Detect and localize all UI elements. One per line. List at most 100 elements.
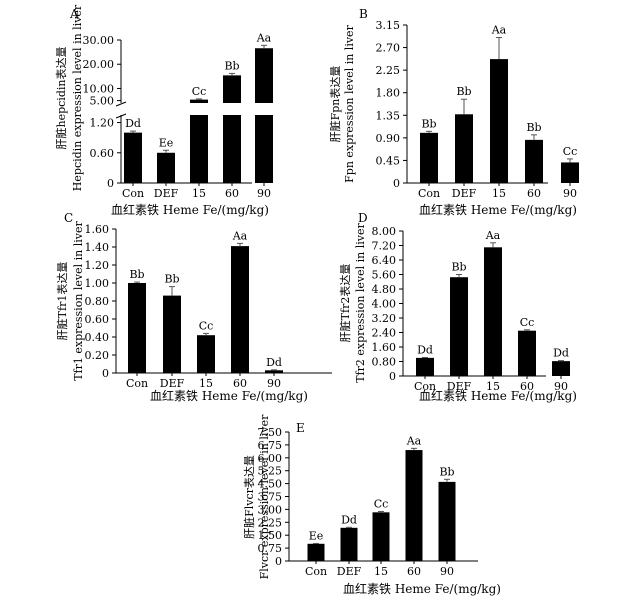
data-label: Cc (192, 85, 207, 98)
y-tick-label: 1.60 (372, 341, 397, 354)
y-tick-label: 1.00 (85, 277, 110, 290)
bar (420, 132, 438, 183)
bar (518, 330, 536, 376)
y-tick-label: 2.25 (376, 64, 401, 77)
data-label: Aa (256, 31, 272, 44)
y-axis-title: 肝脏hepcidin表达量 (54, 47, 68, 150)
data-label: Cc (199, 319, 214, 332)
panel-letter-b: B (359, 7, 368, 21)
x-tick-label: 15 (492, 187, 506, 200)
x-tick-label: Con (305, 565, 327, 578)
axis-break-mark-upper (115, 101, 127, 107)
bar (405, 450, 423, 561)
bar (197, 335, 215, 373)
data-label: Bb (421, 117, 436, 130)
y-axis-title: Tfr1 expression level in liver (72, 220, 85, 380)
x-tick-label: Con (126, 377, 148, 390)
y-axis-title: 肝脏Tfr1表达量 (55, 262, 69, 341)
x-tick-label: 90 (563, 187, 577, 200)
x-tick-label: DEF (160, 377, 185, 390)
data-label: Dd (417, 344, 433, 357)
y-axis-title: Fpn expression level in liver (343, 24, 356, 182)
data-label: Aa (491, 24, 507, 37)
x-axis-title: 血红素铁 Heme Fe/(mg/kg) (150, 388, 308, 403)
y-tick-label: 1.40 (85, 241, 110, 254)
y-tick-label: 0.60 (85, 313, 110, 326)
axis-break-mark-lower (115, 113, 127, 119)
data-label: Aa (406, 434, 422, 447)
y-axis-title: 肝脏Fpn表达量 (328, 66, 342, 143)
plot-area-b: 0 0.45 0.90 1.35 1.80 2.25 2.70 3.15 Bb Con Bb DEF A… (328, 19, 579, 217)
bar (372, 512, 390, 561)
data-label: Dd (553, 347, 569, 360)
bar (163, 295, 181, 373)
bar (450, 277, 468, 376)
y-tick-label: 10.00 (83, 82, 115, 95)
bar (416, 357, 434, 376)
data-label: Bb (164, 273, 179, 286)
bar (255, 115, 273, 183)
y-tick-label: 8.00 (372, 225, 397, 238)
bar (340, 527, 358, 561)
x-axis-title: 血红素铁 Heme Fe/(mg/kg) (419, 202, 577, 217)
y-tick-label: 3.20 (372, 312, 397, 325)
data-label: Cc (563, 145, 578, 158)
bar (190, 115, 208, 183)
x-tick-label: DEF (154, 187, 179, 200)
y-tick-label: 6.40 (372, 254, 397, 267)
y-tick-label: 0.20 (85, 349, 110, 362)
x-tick-label: 15 (374, 565, 388, 578)
x-tick-label: 60 (407, 565, 421, 578)
data-label: Aa (232, 229, 248, 242)
y-tick-label: 6.75 (258, 439, 283, 452)
y-tick-label: 3.75 (258, 491, 283, 504)
x-tick-label: 15 (199, 377, 213, 390)
y-tick-label: 5.00 (90, 95, 115, 108)
x-tick-label: Con (414, 380, 436, 393)
x-tick-label: DEF (337, 565, 362, 578)
data-label: Cc (520, 316, 535, 329)
y-tick-label: 0 (389, 370, 396, 383)
x-tick-label: Con (122, 187, 144, 200)
y-axis-title: Tfr2 expression level in liver (354, 222, 367, 382)
y-tick-label: 1.60 (85, 223, 110, 236)
y-tick-label: 1.20 (85, 259, 110, 272)
y-tick-label: 5.60 (372, 269, 397, 282)
data-label: Bb (129, 268, 144, 281)
x-tick-label: 15 (192, 187, 206, 200)
bar (438, 481, 456, 561)
bar-upper-segment (255, 48, 273, 103)
bar (525, 139, 543, 183)
y-axis-title: Hepcidin expression level in liver (71, 4, 84, 191)
plot-area-d: 00.80 1.602.40 3.204.00 4.805.60 6.407.20 8.0… (338, 222, 577, 403)
panel-letter-e: E (296, 421, 305, 435)
x-tick-label: 90 (554, 380, 568, 393)
panel-letter-a: A (69, 7, 79, 21)
data-label: Bb (224, 59, 239, 72)
data-label: Dd (266, 356, 282, 369)
bar (455, 114, 473, 183)
x-tick-label: Con (418, 187, 440, 200)
y-tick-label: 4.50 (258, 478, 283, 491)
panel-c: C 0 0.20 0.40 0.60 0.80 1.00 1.20 1.40 1.60 Bb Con… (55, 211, 332, 403)
x-tick-label: 90 (440, 565, 454, 578)
x-tick-label: 60 (527, 187, 541, 200)
bar (484, 247, 502, 376)
x-tick-label: 90 (257, 187, 271, 200)
data-label: Dd (341, 513, 357, 526)
x-tick-label: 60 (225, 187, 239, 200)
y-tick-label: 2.25 (258, 516, 283, 529)
data-label: Bb (439, 465, 454, 478)
panel-b: B 0 0.45 0.90 1.35 1.80 2.25 2.70 3.15 Bb Con Bb DE… (328, 7, 579, 217)
data-label: Ee (309, 529, 324, 542)
y-tick-label: 2.70 (376, 42, 401, 55)
y-tick-label: 3.00 (258, 503, 283, 516)
x-tick-label: 60 (520, 380, 534, 393)
bar (128, 283, 146, 373)
y-tick-label: 2.40 (372, 327, 397, 340)
y-axis-title: Flvcr expression level in liver (258, 414, 271, 579)
y-tick-label: 7.50 (258, 426, 283, 439)
x-tick-label: 60 (233, 377, 247, 390)
